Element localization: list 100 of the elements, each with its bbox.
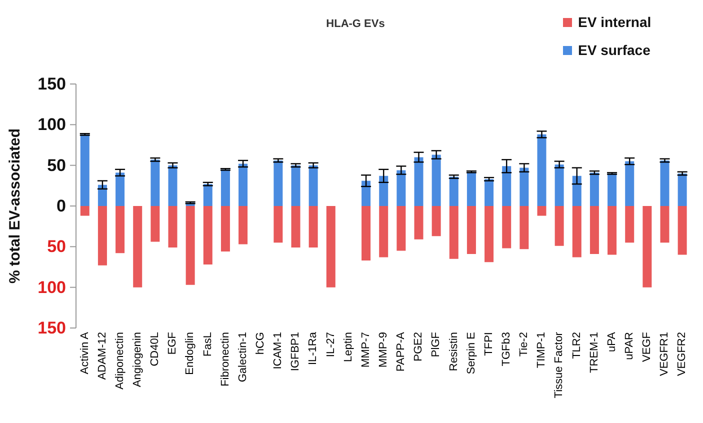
chart-title: HLA-G EVs <box>326 18 385 30</box>
bar <box>554 164 564 206</box>
bar <box>572 206 582 258</box>
bar <box>80 206 90 216</box>
bar <box>590 206 599 254</box>
x-tick-label: uPAR <box>624 332 636 360</box>
bar <box>168 165 178 206</box>
x-tick-label: TLR2 <box>570 332 583 359</box>
bar <box>396 206 406 251</box>
bar <box>150 206 160 242</box>
bar <box>466 172 476 206</box>
bar <box>116 206 125 254</box>
bar <box>520 168 529 206</box>
bar <box>238 206 248 244</box>
x-tick-label: VEGFR2 <box>676 332 688 376</box>
bar <box>642 206 652 288</box>
x-tick-label: uPA <box>606 331 618 352</box>
bar <box>608 206 617 255</box>
bar <box>449 176 458 206</box>
bar <box>150 160 160 206</box>
bar <box>625 206 634 243</box>
bar <box>362 206 371 260</box>
x-tick-label: PlGF <box>430 332 442 358</box>
bar <box>308 206 318 248</box>
bar <box>116 172 125 206</box>
bar <box>554 206 564 246</box>
bar <box>291 206 300 248</box>
bar <box>220 206 230 252</box>
x-tick-label: FasL <box>202 332 214 356</box>
x-tick-label: Tissue Factor <box>553 332 566 398</box>
x-tick-label: TREM-1 <box>588 332 600 373</box>
x-tick-label: ADAM-12 <box>96 332 108 380</box>
bar <box>414 206 424 240</box>
legend-label: EV internal <box>578 14 652 30</box>
x-tick-label: Adiponectin <box>114 332 126 390</box>
bar <box>203 206 212 265</box>
bar <box>660 206 670 243</box>
bar <box>203 184 212 206</box>
x-tick-label: Serpin E <box>465 332 478 374</box>
bar <box>396 170 406 206</box>
bar <box>625 161 634 206</box>
y-tick-label: 100 <box>38 278 66 297</box>
bar <box>608 173 617 206</box>
y-tick-label: 150 <box>38 318 66 338</box>
legend-label: EV surface <box>578 42 650 58</box>
bar <box>238 164 248 206</box>
bar <box>362 180 371 206</box>
x-tick-label: MMP-7 <box>360 332 372 368</box>
x-tick-label: Galectin-1 <box>236 332 249 382</box>
bar <box>220 169 230 206</box>
bar <box>98 206 107 266</box>
y-tick-label: 50 <box>47 156 66 175</box>
x-tick-label: MMP-9 <box>378 332 390 368</box>
bar <box>274 206 283 243</box>
bar <box>502 166 512 206</box>
bar <box>484 179 494 206</box>
bar <box>168 206 178 248</box>
bar <box>291 165 300 206</box>
bar <box>466 206 476 254</box>
bar <box>502 206 512 248</box>
x-tick-label: VEGFR1 <box>658 332 671 376</box>
x-tick-label: Activin A <box>78 331 91 374</box>
x-tick-label: TIMP-1 <box>536 332 548 368</box>
bar <box>449 206 458 259</box>
bar <box>326 206 336 288</box>
x-tick-label: Tie-2 <box>518 332 530 357</box>
bar <box>572 176 582 206</box>
bar <box>414 157 424 206</box>
bar <box>274 160 283 206</box>
x-tick-label: PGE2 <box>412 332 425 362</box>
bar <box>678 206 687 255</box>
x-tick-label: IGFBP1 <box>290 332 302 372</box>
bar <box>660 160 670 206</box>
x-tick-label: IL-27 <box>324 332 337 358</box>
x-tick-label: Leptin <box>342 332 354 362</box>
y-axis-title: % total EV-associated <box>6 128 24 284</box>
bar <box>80 134 90 206</box>
y-tick-label: 50 <box>47 237 66 256</box>
y-tick-label: 150 <box>38 74 66 94</box>
x-tick-label: CD40L <box>149 332 162 366</box>
x-tick-label: EGF <box>166 332 179 355</box>
bar <box>186 206 195 285</box>
bar <box>520 206 529 250</box>
x-tick-label: hCG <box>254 332 266 355</box>
x-tick-label: PAPP-A <box>395 331 408 372</box>
bar <box>379 206 388 258</box>
y-tick-label: 100 <box>38 115 66 134</box>
x-tick-label: Endoglin <box>184 332 196 375</box>
x-tick-label: IL-1Ra <box>307 331 320 366</box>
bar <box>432 154 441 206</box>
bar <box>308 165 318 206</box>
x-tick-label: VEGF <box>641 332 654 362</box>
x-tick-label: Angiogenin <box>132 332 144 388</box>
x-tick-label: Resistin <box>448 332 460 372</box>
bar <box>379 176 388 206</box>
bar <box>537 134 546 206</box>
x-tick-label: Fibronectin <box>219 332 232 386</box>
bar <box>432 206 441 236</box>
x-tick-label: ICAM-1 <box>272 332 284 370</box>
bar <box>98 184 107 206</box>
